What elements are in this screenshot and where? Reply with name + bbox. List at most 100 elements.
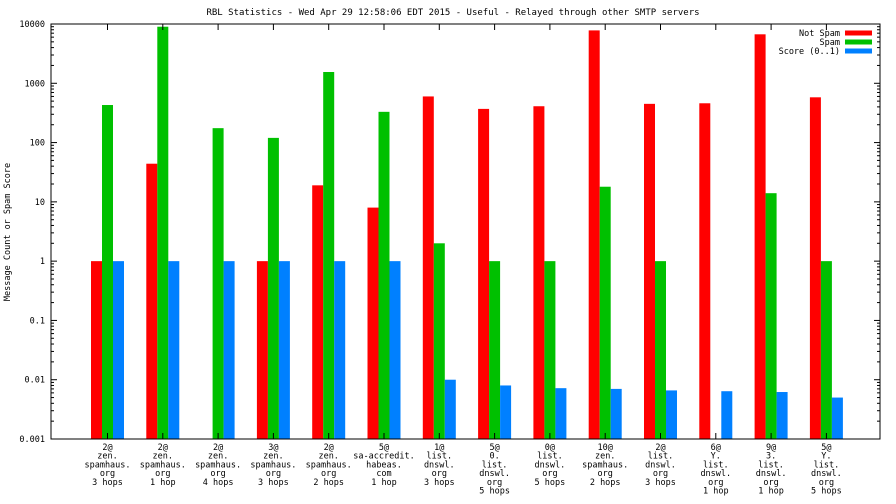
x-tick-label: 5 hops <box>479 487 510 497</box>
bar-spam <box>212 128 224 439</box>
x-tick-label: list. <box>814 460 840 470</box>
bar-not-spam <box>754 34 766 440</box>
x-tick-label: 2@ <box>213 443 223 453</box>
x-tick-label: dnswl. <box>645 460 676 470</box>
x-tick-label: 2 hops <box>313 478 344 488</box>
x-tick-label: org <box>321 469 336 479</box>
x-tick-label: org <box>487 478 502 488</box>
legend-swatch <box>845 30 872 36</box>
y-tick-label: 0.001 <box>19 435 45 445</box>
x-tick-label: spamhaus. <box>582 460 628 470</box>
bar-spam <box>267 137 279 439</box>
bar-not-spam <box>91 261 102 439</box>
x-tick-label: 3@ <box>268 443 278 453</box>
bar-spam <box>820 261 832 439</box>
x-tick-label: org <box>100 469 115 479</box>
y-tick-label: 1 <box>40 257 45 267</box>
x-tick-label: spamhaus. <box>84 460 130 470</box>
bar-spam <box>544 261 556 439</box>
bar-spam <box>157 26 169 440</box>
x-tick-label: zen. <box>318 452 338 462</box>
legend-swatch <box>845 39 872 45</box>
bar-score-0-1 <box>389 261 401 439</box>
plot-frame <box>50 23 881 440</box>
x-tick-label: 2@ <box>102 443 112 453</box>
x-tick-label: zen. <box>208 452 228 462</box>
bar-score-0-1 <box>776 392 788 439</box>
bar-not-spam <box>422 96 434 439</box>
x-tick-label: 2 hops <box>590 478 621 488</box>
y-tick-label: 0.1 <box>30 316 45 326</box>
x-tick-label: 6@ <box>711 443 721 453</box>
x-tick-label: Y. <box>711 452 721 462</box>
bar-spam <box>599 186 611 439</box>
x-tick-label: Y. <box>821 452 831 462</box>
x-tick-label: spamhaus. <box>140 460 186 470</box>
x-tick-label: list. <box>427 452 453 462</box>
x-tick-label: zen. <box>595 452 615 462</box>
x-tick-label: spamhaus. <box>306 460 352 470</box>
bar-not-spam <box>699 103 711 439</box>
bar-score-0-1 <box>721 391 733 439</box>
bar-score-0-1 <box>168 261 180 439</box>
x-tick-label: 3. <box>766 452 776 462</box>
bar-not-spam <box>256 261 268 439</box>
x-tick-label: list. <box>758 460 784 470</box>
bar-spam <box>102 105 113 440</box>
bar-score-0-1 <box>666 390 677 439</box>
x-tick-label: org <box>266 469 281 479</box>
bar-score-0-1 <box>444 379 456 439</box>
x-tick-label: org <box>598 469 613 479</box>
x-tick-label: org <box>210 469 225 479</box>
x-tick-label: 3 hops <box>645 478 676 488</box>
bar-score-0-1 <box>334 261 346 439</box>
x-tick-label: com <box>376 469 391 479</box>
bar-not-spam <box>588 30 600 440</box>
bar-spam <box>765 193 777 439</box>
bar-spam <box>655 261 666 439</box>
x-tick-label: org <box>708 478 723 488</box>
bar-not-spam <box>367 207 379 439</box>
bar-score-0-1 <box>500 385 512 439</box>
x-tick-label: org <box>432 469 447 479</box>
y-axis-label: Message Count or Spam Score <box>3 163 13 301</box>
x-tick-label: 1 hop <box>150 478 176 488</box>
x-tick-label: 5@ <box>489 443 499 453</box>
x-tick-label: 4 hops <box>203 478 234 488</box>
x-tick-label: 5 hops <box>811 487 842 497</box>
x-tick-label: 0@ <box>545 443 555 453</box>
y-tick-label: 10 <box>35 198 45 208</box>
bar-score-0-1 <box>113 261 124 439</box>
x-tick-label: org <box>653 469 668 479</box>
x-tick-label: 1 hop <box>371 478 397 488</box>
x-tick-label: 3 hops <box>92 478 123 488</box>
x-tick-label: org <box>819 478 834 488</box>
x-tick-label: zen. <box>97 452 117 462</box>
x-tick-label: 5 hops <box>535 478 566 488</box>
legend-label: Score (0..1) <box>779 47 840 57</box>
bar-score-0-1 <box>831 397 843 439</box>
x-tick-label: spamhaus. <box>250 460 296 470</box>
bar-score-0-1 <box>610 388 622 439</box>
x-tick-label: spamhaus. <box>195 460 241 470</box>
x-tick-label: habeas. <box>366 460 402 470</box>
plot-area: 0.0010.010.11101001000100002@zen.spamhau… <box>19 20 880 497</box>
x-tick-label: 1 hop <box>758 487 784 497</box>
legend-label: Not Spam <box>799 29 840 39</box>
bar-spam <box>433 243 445 439</box>
bar-not-spam <box>809 97 821 439</box>
bar-score-0-1 <box>223 261 235 439</box>
bar-score-0-1 <box>278 261 290 439</box>
y-tick-label: 0.01 <box>25 376 45 386</box>
x-tick-label: list. <box>648 452 674 462</box>
x-tick-label: sa-accredit. <box>353 452 414 462</box>
y-tick-label: 10000 <box>19 20 45 30</box>
x-tick-label: dnswl. <box>700 469 731 479</box>
bar-not-spam <box>146 163 158 439</box>
x-tick-label: dnswl. <box>756 469 787 479</box>
x-tick-label: 0. <box>489 452 499 462</box>
x-tick-label: dnswl. <box>535 460 566 470</box>
x-tick-label: 10@ <box>598 443 613 453</box>
x-tick-label: 3 hops <box>258 478 289 488</box>
bar-not-spam <box>644 103 655 439</box>
